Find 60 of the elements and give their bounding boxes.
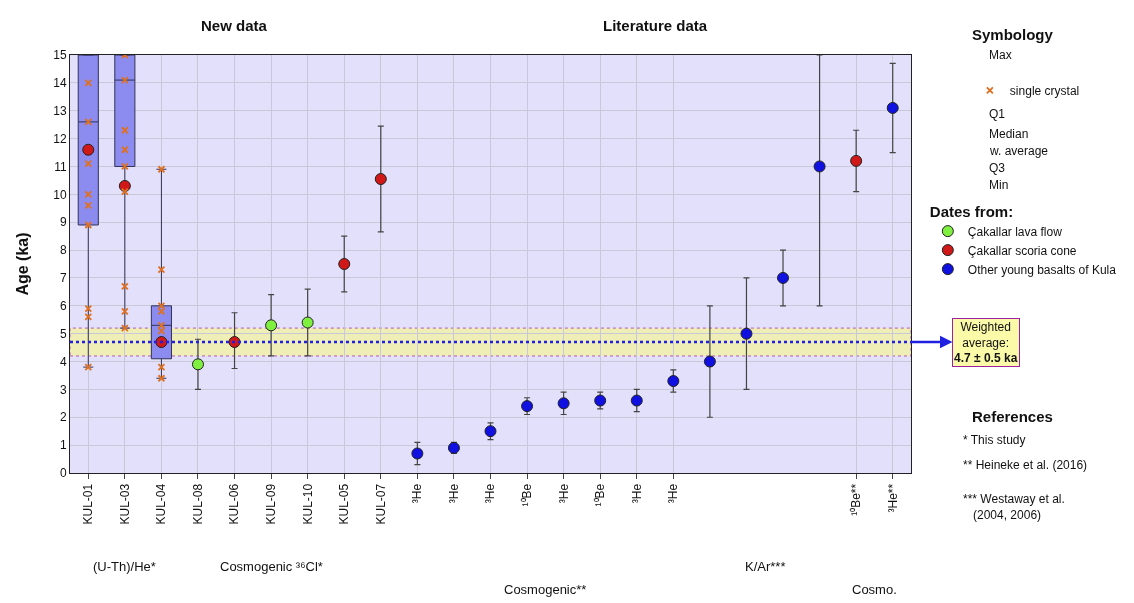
text: Cosmo. [852,582,897,597]
x-tick-label: KUL-09 [264,483,279,525]
text: (U-Th)/He* [93,559,156,574]
x-tick-label: ³He** [885,483,900,513]
x-tick-label: ³He [410,483,425,504]
text: K/Ar*** [745,559,786,574]
x-tick-label: ¹⁰Be [593,483,608,507]
x-tick-label: KUL-08 [190,483,205,525]
y-tick-label: 6 [59,299,67,313]
text: Symbology [972,26,1054,43]
text: New data [201,17,268,34]
y-tick-label: 0 [59,466,67,481]
legend-label: Çakallar lava flow [967,224,1063,239]
x-tick-label: KUL-05 [337,483,352,525]
y-tick-label: 14 [53,76,67,91]
y-tick-label: 15 [53,48,67,63]
legend-title: Dates from: [929,202,1014,220]
x-tick-label: ¹⁰Be** [849,483,864,516]
y-axis-title: Age (ka) [14,232,31,296]
x-tick-label: ¹⁰Be [519,483,534,507]
y-tick-label: 4 [59,354,67,369]
y-tick-label: 7 [59,271,67,286]
text: Q3 [989,161,1006,175]
text: *** Westaway et al. (2004, 2006) [963,492,1065,522]
ref-line-label: Weighted average: 4.7 ± 0.5 ka [954,320,1018,366]
y-tick-label: 1 [59,438,67,453]
x-tick-label: ³He [483,483,498,504]
text: ** Heineke et al. (2016) [963,458,1088,472]
x-tick-label: KUL-07 [373,483,388,525]
text: Min [989,178,1009,192]
x-tick-label: ³He [666,483,681,504]
text: Q1 [989,107,1006,121]
x-tick-label: ³He [629,483,644,504]
text: * This study [963,433,1026,447]
text: w. average [989,144,1049,158]
legend-label: Other young basalts of Kula [967,262,1117,277]
y-tick-label: 11 [54,159,67,174]
y-tick-label: 9 [59,215,67,230]
x-tick-label: ³He [556,483,571,504]
text: Median [989,127,1029,141]
x-tick-label: KUL-04 [154,483,169,525]
y-tick-label: 10 [53,187,67,202]
text: Max [989,48,1012,62]
legend-label: Çakallar scoria cone [967,243,1077,258]
x-tick-label: KUL-10 [300,483,315,525]
y-tick-label: 5 [59,326,67,341]
y-tick-label: 2 [59,410,67,425]
x-tick-label: ³He [446,483,461,504]
y-tick-label: 8 [59,243,67,258]
text: Cosmogenic** [504,582,587,597]
text: References [972,408,1053,425]
y-tick-label: 13 [53,103,67,118]
y-tick-label: 3 [59,382,67,397]
x-tick-label: KUL-06 [227,483,242,525]
x-tick-label: KUL-01 [81,483,96,525]
x-tick-label: KUL-03 [117,483,132,525]
y-tick-label: 12 [53,131,67,146]
text: Literature data [603,17,708,34]
text: Cosmogenic ³⁶Cl* [220,559,323,574]
legend-label: single crystal [1009,84,1080,99]
